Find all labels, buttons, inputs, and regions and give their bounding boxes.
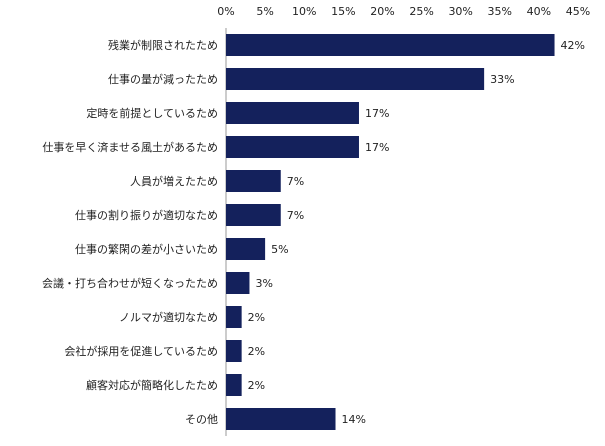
category-label: 会社が採用を促進しているため [64, 344, 218, 358]
data-label: 14% [342, 413, 366, 426]
category-label: 会議・打ち合わせが短くなったため [42, 276, 218, 290]
x-tick-label: 10% [292, 5, 316, 18]
category-label: 顧客対応が簡略化したため [86, 378, 218, 392]
data-label: 33% [490, 73, 514, 86]
category-label: 仕事の繁閑の差が小さいため [75, 242, 218, 256]
bar [226, 306, 242, 328]
x-tick-label: 5% [256, 5, 273, 18]
category-label: 仕事を早く済ませる風土があるため [42, 140, 218, 154]
data-label: 17% [365, 141, 389, 154]
category-label: ノルマが適切なため [119, 310, 218, 324]
bar [226, 68, 485, 90]
category-labels: 残業が制限されたため仕事の量が減ったため定時を前提としているため仕事を早く済ませ… [42, 38, 218, 426]
x-tick-label: 45% [566, 5, 590, 18]
category-label: 定時を前提としているため [86, 106, 218, 120]
data-label: 5% [271, 243, 288, 256]
category-label: 残業が制限されたため [108, 38, 218, 52]
x-axis-ticks: 0% 5% 10% 15% 20% 25% 30% 35% 40% 45% [217, 5, 590, 18]
x-tick-label: 0% [217, 5, 234, 18]
data-label: 7% [287, 209, 304, 222]
category-label: 人員が増えたため [130, 174, 218, 188]
x-tick-label: 40% [527, 5, 551, 18]
data-label: 2% [248, 379, 265, 392]
bar [226, 102, 359, 124]
data-label: 7% [287, 175, 304, 188]
bar [226, 204, 281, 226]
category-label: 仕事の量が減ったため [108, 72, 218, 86]
data-label: 3% [255, 277, 272, 290]
category-label: 仕事の割り振りが適切なため [75, 208, 218, 222]
bar [226, 170, 281, 192]
x-tick-label: 35% [488, 5, 512, 18]
category-label: その他 [185, 413, 218, 426]
data-labels: 42% 33% 17% 17% 7% 7% 5% 3% 2% 2% 2% 14% [248, 39, 585, 426]
data-label: 17% [365, 107, 389, 120]
data-label: 2% [248, 345, 265, 358]
data-label: 2% [248, 311, 265, 324]
x-tick-label: 25% [409, 5, 433, 18]
data-label: 42% [561, 39, 585, 52]
bar [226, 374, 242, 396]
bar [226, 272, 250, 294]
x-tick-label: 30% [448, 5, 472, 18]
bars [226, 34, 555, 430]
x-tick-label: 15% [331, 5, 355, 18]
bar [226, 340, 242, 362]
x-tick-label: 20% [370, 5, 394, 18]
bar [226, 136, 359, 158]
bar [226, 34, 555, 56]
bar [226, 408, 336, 430]
bar [226, 238, 266, 260]
